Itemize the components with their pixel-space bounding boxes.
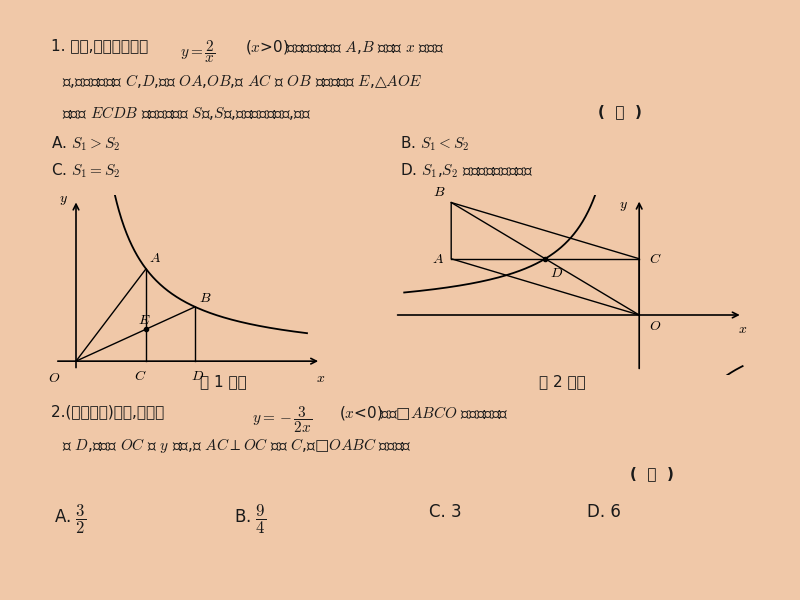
Text: $C$: $C$ <box>134 370 146 383</box>
Text: ($x$<0)经过□$ABCO$ 的对角线的交: ($x$<0)经过□$ABCO$ 的对角线的交 <box>339 404 509 422</box>
Text: $y=-\dfrac{3}{2x}$: $y=-\dfrac{3}{2x}$ <box>253 404 313 435</box>
Text: $B$: $B$ <box>199 290 212 305</box>
Text: (  ｃ  ): ( ｃ ) <box>630 466 674 481</box>
Text: $D$: $D$ <box>550 266 563 280</box>
Text: $E$: $E$ <box>138 313 150 327</box>
Text: ($x$>0)图象上任意两点 $A$,$B$ 分别作 $x$ 轴的垂: ($x$>0)图象上任意两点 $A$,$B$ 分别作 $x$ 轴的垂 <box>245 38 444 56</box>
Text: $D$: $D$ <box>191 370 204 383</box>
Text: $A$: $A$ <box>432 252 444 266</box>
Text: $B$: $B$ <box>433 185 446 199</box>
Text: 2.(盘锦中考)如图,双曲线: 2.(盘锦中考)如图,双曲线 <box>51 404 169 419</box>
Text: A. $\dfrac{3}{2}$: A. $\dfrac{3}{2}$ <box>54 503 86 536</box>
Text: 第 1 题图: 第 1 题图 <box>200 374 247 389</box>
Text: $O$: $O$ <box>649 319 661 334</box>
Text: 1. 如图,过反比例函数: 1. 如图,过反比例函数 <box>51 38 153 53</box>
Text: 点 $D$,已知边 $OC$ 在 $y$ 轴上,且 $AC\perp OC$ 于点 $C$,则□$OABC$ 的面积是: 点 $D$,已知边 $OC$ 在 $y$ 轴上,且 $AC\perp OC$ 于… <box>62 436 411 455</box>
Text: C. $S_1=S_2$: C. $S_1=S_2$ <box>51 162 120 181</box>
Text: $y$: $y$ <box>58 193 67 206</box>
Text: A. $S_1>S_2$: A. $S_1>S_2$ <box>51 135 120 154</box>
Text: (  ｃ  ): ( ｃ ) <box>598 104 642 119</box>
Text: $y$: $y$ <box>619 199 628 213</box>
Text: B. $S_1<S_2$: B. $S_1<S_2$ <box>400 135 469 154</box>
Text: $O$: $O$ <box>48 371 61 385</box>
Text: $x$: $x$ <box>316 371 326 385</box>
Text: D. 6: D. 6 <box>587 503 621 521</box>
Text: D. $S_1$,$S_2$ 的大小关系不能确定: D. $S_1$,$S_2$ 的大小关系不能确定 <box>400 162 534 181</box>
Text: 线,垂足分别为点 $C$,$D$,连接 $OA$,$OB$,设 $AC$ 与 $OB$ 的交点为点 $E$,△$AOE$: 线,垂足分别为点 $C$,$D$,连接 $OA$,$OB$,设 $AC$ 与 $… <box>62 71 422 89</box>
Text: $C$: $C$ <box>649 252 662 266</box>
Text: $x$: $x$ <box>738 322 747 336</box>
Text: C. 3: C. 3 <box>429 503 462 521</box>
Text: B. $\dfrac{9}{4}$: B. $\dfrac{9}{4}$ <box>234 503 266 536</box>
Text: 第 2 题图: 第 2 题图 <box>538 374 586 389</box>
Text: $A$: $A$ <box>149 251 161 265</box>
Text: $y=\dfrac{2}{x}$: $y=\dfrac{2}{x}$ <box>181 38 216 65</box>
Text: 与梯形 $ECDB$ 的面积分别为 $S₁$,$S₂$,比较它们的大小,可得: 与梯形 $ECDB$ 的面积分别为 $S₁$,$S₂$,比较它们的大小,可得 <box>62 104 311 122</box>
